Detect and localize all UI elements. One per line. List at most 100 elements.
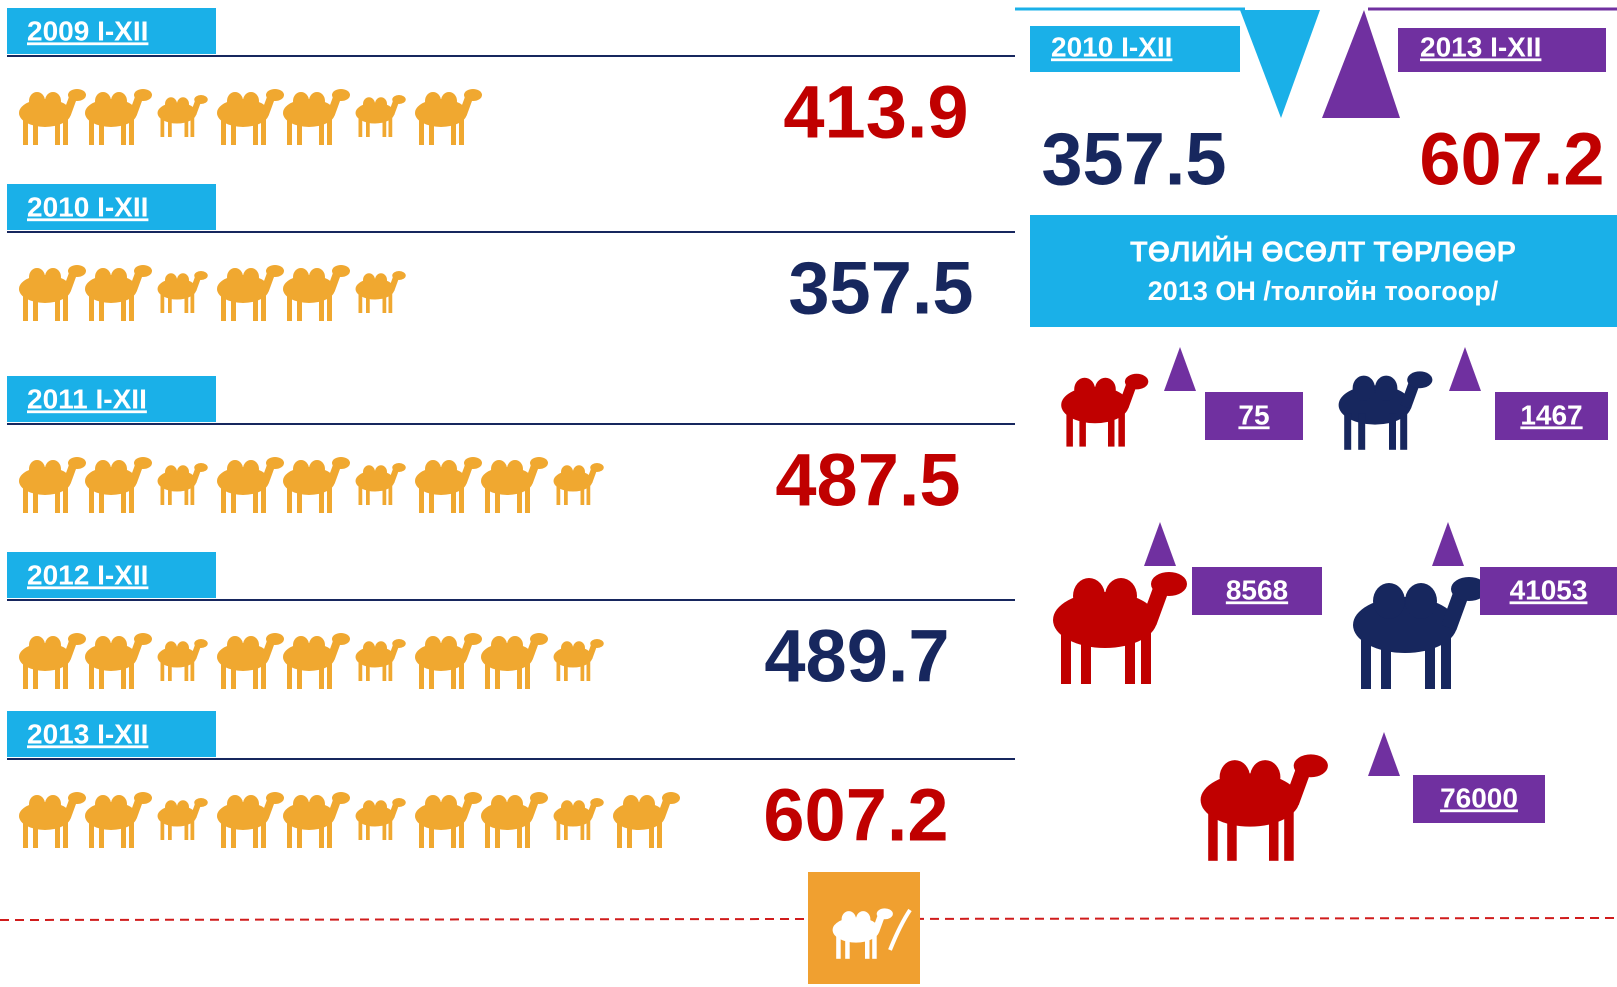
animal-shape	[19, 89, 86, 145]
animal-icon	[158, 271, 208, 313]
growth-value: 1467	[1520, 399, 1582, 430]
animal-icon	[1353, 577, 1487, 689]
animal-icon	[158, 95, 208, 137]
animal-icon	[19, 633, 86, 689]
animal-icon	[283, 457, 350, 513]
animal-icon	[19, 89, 86, 145]
animal-shape	[1061, 374, 1148, 447]
animal-shape	[415, 792, 482, 848]
animal-icon	[217, 792, 284, 848]
animal-icon	[19, 792, 86, 848]
animal-shape	[415, 633, 482, 689]
animal-icon	[554, 463, 604, 505]
growth-value: 41053	[1510, 574, 1588, 605]
animal-icon	[415, 457, 482, 513]
up-arrow	[1432, 522, 1464, 566]
animal-icon	[85, 89, 152, 145]
animal-shape	[283, 633, 350, 689]
animal-shape	[554, 463, 604, 505]
growth-value: 75	[1238, 399, 1269, 430]
animal-icon	[356, 639, 406, 681]
animal-shape	[217, 457, 284, 513]
growth-value: 76000	[1440, 782, 1518, 813]
animal-icon	[481, 792, 548, 848]
up-arrow	[1449, 347, 1481, 391]
up-arrow	[1164, 347, 1196, 391]
animal-shape	[356, 271, 406, 313]
animal-shape	[85, 633, 152, 689]
animal-shape	[19, 633, 86, 689]
animal-icon	[356, 798, 406, 840]
animal-shape	[613, 792, 680, 848]
animal-icon	[283, 792, 350, 848]
up-arrow	[1368, 732, 1400, 776]
animal-shape	[217, 265, 284, 321]
animal-shape	[1201, 754, 1328, 860]
animal-shape	[158, 95, 208, 137]
animal-shape	[1339, 371, 1433, 449]
year-value: 413.9	[783, 71, 968, 154]
animal-icon	[356, 463, 406, 505]
animal-icon	[158, 639, 208, 681]
year-label: 2013 I-XII	[27, 718, 148, 749]
animal-shape	[85, 792, 152, 848]
animal-shape	[415, 457, 482, 513]
animal-icon	[554, 798, 604, 840]
animal-shape	[85, 265, 152, 321]
animal-icon	[85, 265, 152, 321]
to-label: 2013 I-XII	[1420, 31, 1541, 62]
animal-icon	[481, 633, 548, 689]
animal-shape	[85, 89, 152, 145]
animal-icon	[283, 265, 350, 321]
animal-icon	[158, 463, 208, 505]
animal-shape	[19, 265, 86, 321]
down-arrow	[1240, 10, 1320, 118]
animal-icon	[283, 89, 350, 145]
animal-shape	[481, 457, 548, 513]
year-value: 489.7	[764, 615, 949, 698]
animal-shape	[283, 89, 350, 145]
animal-shape	[1053, 572, 1187, 684]
animal-icon	[1053, 572, 1187, 684]
animal-icon	[19, 265, 86, 321]
animal-shape	[158, 463, 208, 505]
animal-shape	[217, 792, 284, 848]
animal-icon	[217, 457, 284, 513]
animal-shape	[415, 89, 482, 145]
banner	[1030, 215, 1617, 327]
from-value: 357.5	[1041, 118, 1226, 201]
animal-shape	[217, 633, 284, 689]
animal-icon	[415, 89, 482, 145]
animal-shape	[554, 798, 604, 840]
banner-title: ТӨЛИЙН ӨСӨЛТ ТӨРЛӨӨР	[1130, 235, 1516, 269]
animal-icon	[217, 633, 284, 689]
animal-icon	[85, 792, 152, 848]
animal-shape	[217, 89, 284, 145]
animal-shape	[158, 271, 208, 313]
animal-shape	[481, 633, 548, 689]
animal-icon	[1201, 754, 1328, 860]
animal-icon	[217, 89, 284, 145]
animal-shape	[158, 798, 208, 840]
animal-icon	[415, 792, 482, 848]
animal-icon	[1339, 371, 1433, 449]
to-value: 607.2	[1419, 118, 1604, 201]
infographic: 2009 I-XII413.92010 I-XII357.52011 I-XII…	[0, 0, 1617, 987]
animal-icon	[415, 633, 482, 689]
animal-icon	[1061, 374, 1148, 447]
year-value: 357.5	[788, 247, 973, 330]
year-label: 2009 I-XII	[27, 15, 148, 46]
animal-icon	[356, 95, 406, 137]
animal-shape	[283, 457, 350, 513]
animal-shape	[158, 639, 208, 681]
animal-icon	[85, 633, 152, 689]
animal-shape	[481, 792, 548, 848]
banner-subtitle: 2013 ОН /толгойн тоогоор/	[1148, 276, 1499, 306]
animal-shape	[356, 798, 406, 840]
animal-icon	[283, 633, 350, 689]
up-arrow	[1144, 522, 1176, 566]
animal-shape	[554, 639, 604, 681]
animal-icon	[356, 271, 406, 313]
from-label: 2010 I-XII	[1051, 31, 1172, 62]
